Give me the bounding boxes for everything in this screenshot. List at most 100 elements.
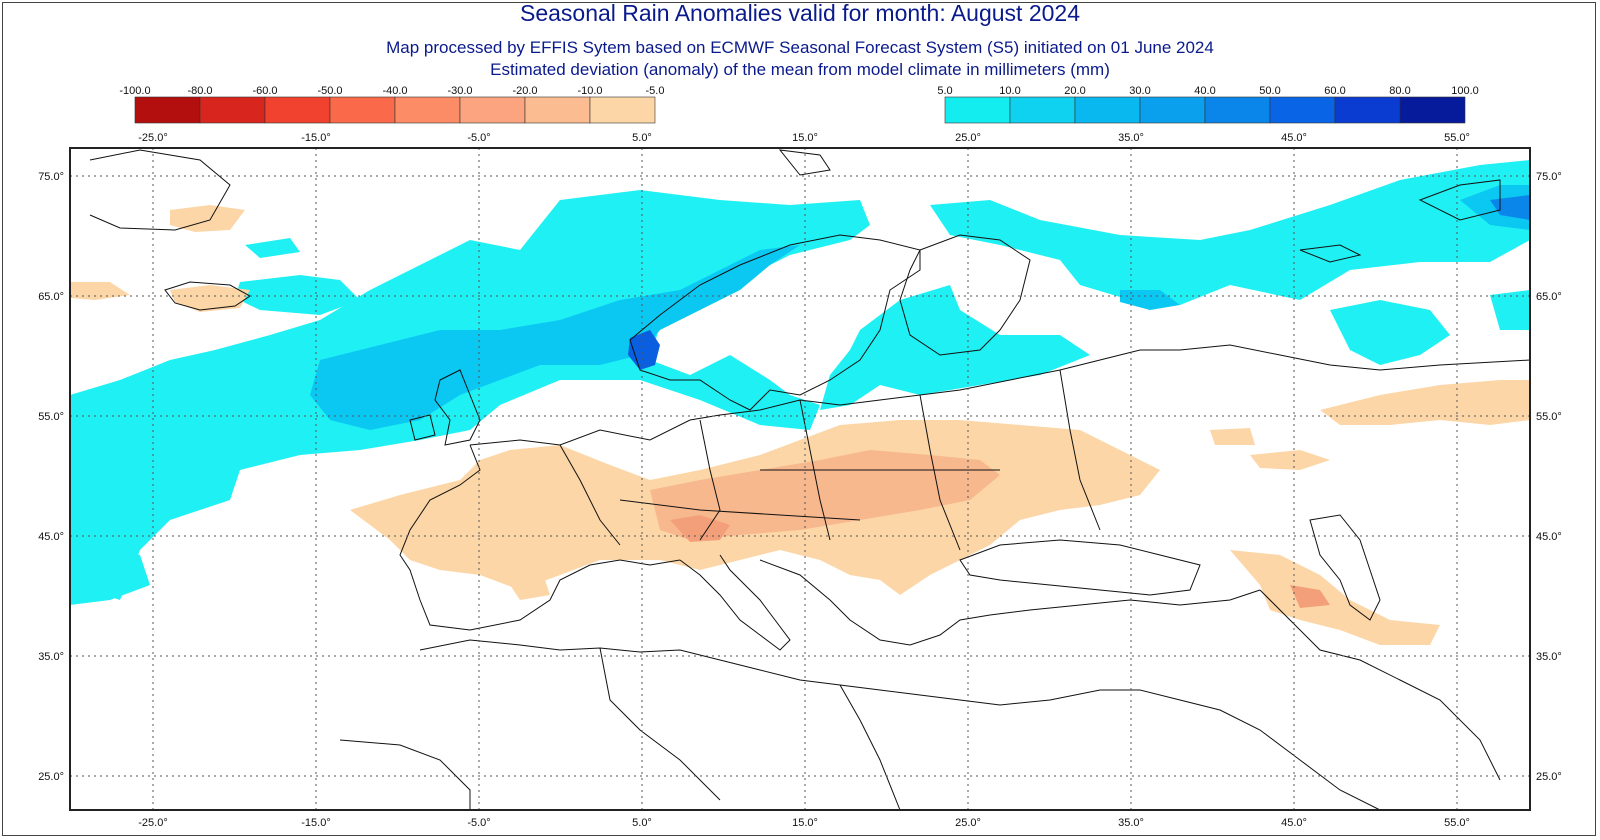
longitude-label: -15.0°	[301, 817, 330, 829]
colorbar-negative-swatch	[329, 96, 396, 124]
longitude-label: 15.0°	[792, 817, 818, 829]
graticule	[70, 148, 1530, 810]
colorbar-negative-label: -10.0	[577, 85, 602, 97]
colorbar-negative-swatch	[264, 96, 331, 124]
wet-anomaly-strong-norway	[628, 330, 660, 370]
dry-anomaly-greenland	[170, 205, 245, 232]
colorbar-positive-swatch	[1074, 96, 1141, 124]
longitude-label: 35.0°	[1118, 817, 1144, 829]
longitude-labels-top: -25.0° -15.0° -5.0° 5.0° 15.0° 25.0° 35.0° 45.0…	[138, 132, 1470, 144]
longitude-label: 55.0°	[1444, 817, 1470, 829]
wet-anomaly-west-atlantic	[70, 545, 150, 605]
longitude-label: 35.0°	[1118, 132, 1144, 144]
dry-anomaly-alps	[670, 515, 730, 542]
wet-anomaly-barents	[930, 160, 1530, 305]
dry-anomaly-east	[1320, 380, 1530, 425]
map-frame	[69, 147, 1531, 811]
colorbar-positive-label: 20.0	[1064, 85, 1085, 97]
latitude-label: 65.0°	[1536, 291, 1562, 303]
colorbar-negative-swatch	[459, 96, 526, 124]
dry-anomaly-iceland	[170, 285, 250, 312]
colorbar-negative-label: -50.0	[317, 85, 342, 97]
colorbar-positive-swatch	[1269, 96, 1336, 124]
anomaly-fields	[70, 149, 1530, 810]
dry-anomaly-central-core	[650, 450, 1000, 540]
dry-anomaly-caucasus-core	[1290, 585, 1330, 608]
dry-anomaly-west-greenland	[70, 282, 130, 300]
colorbar-negative-swatch	[199, 96, 266, 124]
colorbar-negative-label: -40.0	[382, 85, 407, 97]
longitude-label: 55.0°	[1444, 132, 1470, 144]
map-subtitle-units: Estimated deviation (anomaly) of the mea…	[490, 60, 1110, 79]
longitude-label: -5.0°	[467, 132, 490, 144]
longitude-label: -25.0°	[138, 817, 167, 829]
longitude-label: 5.0°	[632, 817, 652, 829]
longitude-labels-bottom: -25.0° -15.0° -5.0° 5.0° 15.0° 25.0° 35.0° 45.0…	[138, 817, 1470, 829]
colorbar-negative-swatch	[524, 96, 591, 124]
colorbar-positive-swatch	[1334, 96, 1401, 124]
latitude-label: 35.0°	[38, 651, 64, 663]
colorbar-negative-label: -100.0	[119, 85, 150, 97]
longitude-label: -25.0°	[138, 132, 167, 144]
latitude-label: 65.0°	[38, 291, 64, 303]
colorbar-negative-label: -80.0	[187, 85, 212, 97]
latitude-label: 35.0°	[1536, 651, 1562, 663]
wet-anomaly-mid	[310, 245, 800, 430]
wet-anomaly-baltic	[820, 285, 1090, 410]
dry-anomaly-iberia	[510, 580, 550, 600]
longitude-label: 45.0°	[1281, 817, 1307, 829]
wet-anomaly-ural-east	[1490, 290, 1530, 330]
colorbar-positive-label: 40.0	[1194, 85, 1215, 97]
latitude-labels-right: 75.0° 65.0° 55.0° 45.0° 35.0° 25.0°	[1536, 171, 1562, 783]
colorbar-negative: -100.0 -80.0 -60.0 -50.0 -40.0 -30.0 -20.0 -10.…	[119, 85, 665, 124]
colorbar-negative-label: -30.0	[447, 85, 472, 97]
map-subtitle-processing: Map processed by EFFIS Sytem based on EC…	[386, 38, 1214, 57]
colorbar-negative-swatch	[589, 96, 656, 124]
latitude-label: 45.0°	[38, 531, 64, 543]
wet-anomaly-iceland-north	[245, 238, 300, 258]
longitude-label: 5.0°	[632, 132, 652, 144]
colorbar-negative-label: -60.0	[252, 85, 277, 97]
longitude-label: 15.0°	[792, 132, 818, 144]
dry-anomaly-russia	[1210, 428, 1255, 445]
colorbar-positive-label: 60.0	[1324, 85, 1345, 97]
colorbar-positive-label: 30.0	[1129, 85, 1150, 97]
dry-anomaly-caucasus	[1230, 550, 1440, 645]
longitude-label: 25.0°	[955, 132, 981, 144]
latitude-label: 55.0°	[38, 411, 64, 423]
wet-anomaly-iceland	[235, 275, 360, 315]
map-title: Seasonal Rain Anomalies valid for month:…	[519, 0, 1081, 26]
colorbar-positive-label: 50.0	[1259, 85, 1280, 97]
colorbar-negative-swatch	[394, 96, 461, 124]
wet-anomaly-mid-kola	[1120, 290, 1180, 310]
colorbar-positive-swatch	[1399, 96, 1466, 124]
colorbar-negative-label: -20.0	[512, 85, 537, 97]
wet-anomaly-urals	[1330, 300, 1450, 365]
longitude-label: -5.0°	[467, 817, 490, 829]
latitude-label: 75.0°	[38, 171, 64, 183]
colorbar-positive-swatch	[1009, 96, 1076, 124]
coastlines	[89, 149, 1530, 810]
longitude-label: 45.0°	[1281, 132, 1307, 144]
colorbar-negative-label: -5.0	[646, 85, 665, 97]
latitude-label: 75.0°	[1536, 171, 1562, 183]
dry-anomaly-kazakh	[1250, 450, 1330, 470]
longitude-label: 25.0°	[955, 817, 981, 829]
colorbar-positive-swatch	[1139, 96, 1206, 124]
latitude-label: 55.0°	[1536, 411, 1562, 423]
colorbar-positive-label: 5.0	[937, 85, 952, 97]
longitude-label: -15.0°	[301, 132, 330, 144]
colorbar-positive: 5.0 10.0 20.0 30.0 40.0 50.0 60.0 80.0 100.0	[937, 85, 1479, 124]
colorbar-negative-swatch	[134, 96, 201, 124]
colorbar-positive-label: 10.0	[999, 85, 1020, 97]
latitude-label: 25.0°	[1536, 771, 1562, 783]
colorbar-positive-label: 100.0	[1451, 85, 1479, 97]
colorbar-positive-swatch	[944, 96, 1011, 124]
colorbar-positive-swatch	[1204, 96, 1271, 124]
latitude-label: 25.0°	[38, 771, 64, 783]
latitude-label: 45.0°	[1536, 531, 1562, 543]
colorbar-positive-label: 80.0	[1389, 85, 1410, 97]
latitude-labels-left: 75.0° 65.0° 55.0° 45.0° 35.0° 25.0°	[38, 171, 64, 783]
